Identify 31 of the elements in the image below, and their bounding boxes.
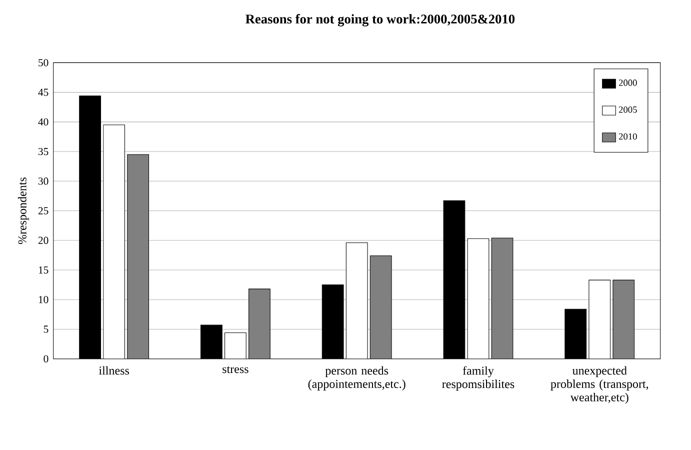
x-tick-label: unexpected problems (transport, weather,etc) bbox=[550, 366, 648, 404]
y-tick-label: 30 bbox=[38, 178, 48, 185]
x-tick-label: stress bbox=[222, 366, 248, 374]
chart-title: Reasons for not going to work:2000,2005&2010 bbox=[246, 14, 515, 27]
bar bbox=[467, 238, 490, 360]
x-tick-label: illness bbox=[98, 366, 129, 375]
bar bbox=[346, 242, 368, 360]
bar bbox=[588, 280, 611, 360]
bar bbox=[491, 238, 514, 360]
legend-label: 2005 bbox=[618, 106, 637, 113]
y-tick-label: 5 bbox=[44, 326, 48, 333]
y-tick-label: 35 bbox=[38, 148, 48, 156]
bar bbox=[127, 154, 150, 360]
y-tick-label: 50 bbox=[38, 59, 48, 67]
bar bbox=[224, 332, 246, 360]
y-tick-label: 45 bbox=[38, 88, 48, 96]
bar bbox=[248, 288, 270, 360]
x-tick-label: family respomsibilites bbox=[442, 366, 514, 391]
bar bbox=[103, 124, 126, 360]
legend-label: 2010 bbox=[618, 134, 637, 140]
y-tick-label: 20 bbox=[38, 237, 48, 244]
x-tick-label: person needs (appointements,etc.) bbox=[308, 366, 406, 391]
bar bbox=[370, 256, 392, 360]
y-axis-title: %respondents bbox=[18, 178, 29, 244]
y-tick-label: 0 bbox=[44, 355, 48, 363]
y-tick-label: 10 bbox=[38, 296, 48, 304]
y-tick-label: 25 bbox=[38, 207, 48, 215]
legend-label: 2000 bbox=[618, 80, 637, 86]
y-tick-label: 15 bbox=[38, 266, 48, 274]
y-tick-label: 40 bbox=[38, 118, 48, 126]
bar bbox=[612, 280, 635, 360]
